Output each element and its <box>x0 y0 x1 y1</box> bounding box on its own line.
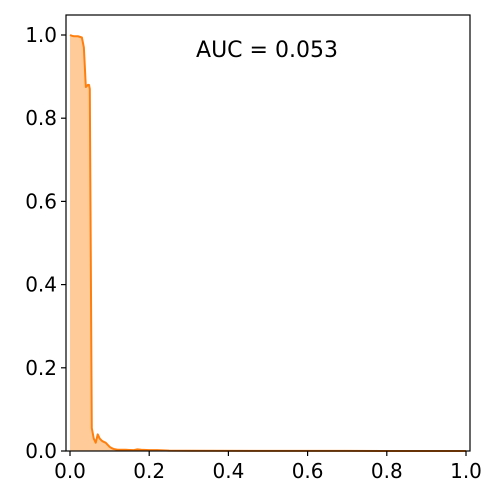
x-tick-label: 0.2 <box>133 459 165 483</box>
y-tick-label: 1.0 <box>25 23 57 47</box>
area-fill <box>70 35 466 451</box>
plot-area <box>69 34 467 452</box>
x-tick-label: 1.0 <box>450 459 482 483</box>
y-tick-label: 0.8 <box>25 106 57 130</box>
y-tick-label: 0.4 <box>25 273 57 297</box>
y-tick-label: 0.2 <box>25 356 57 380</box>
x-tick-label: 0.6 <box>292 459 324 483</box>
x-tick-label: 0.4 <box>212 459 244 483</box>
x-tick-label: 0.0 <box>54 459 86 483</box>
y-tick-label: 0.6 <box>25 189 57 213</box>
plot-frame <box>65 14 471 452</box>
y-tick-label: 0.0 <box>25 439 57 463</box>
auc-annotation: AUC = 0.053 <box>196 38 338 63</box>
x-tick-label: 0.8 <box>371 459 403 483</box>
x-axis: 0.0 0.2 0.4 0.6 0.8 1.0 <box>54 451 482 483</box>
curve-line <box>69 34 467 452</box>
y-axis: 0.0 0.2 0.4 0.6 0.8 1.0 <box>25 23 66 463</box>
